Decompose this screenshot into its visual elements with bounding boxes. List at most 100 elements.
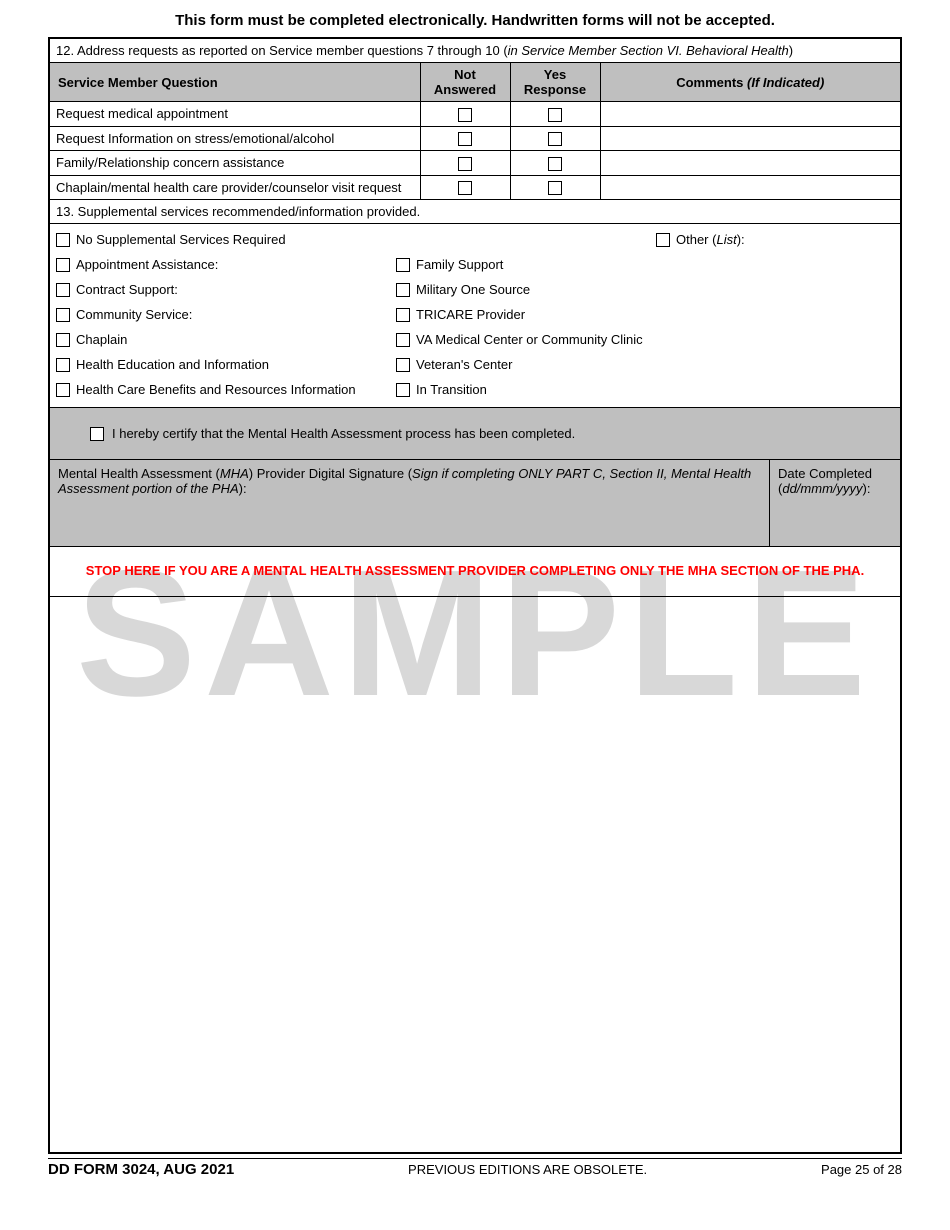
signature-left[interactable]: Mental Health Assessment (MHA) Provider … [50, 460, 770, 546]
stop-notice: STOP HERE IF YOU ARE A MENTAL HEALTH ASS… [50, 547, 900, 597]
supp-tricare: TRICARE Provider [396, 307, 656, 322]
chaplain-label: Chaplain [76, 332, 127, 347]
supp-healthedu: Health Education and Information [56, 357, 396, 372]
checkbox-vetcenter[interactable] [396, 358, 410, 372]
footer-center: PREVIOUS EDITIONS ARE OBSOLETE. [408, 1162, 647, 1177]
appt-label: Appointment Assistance: [76, 257, 218, 272]
supp-none: No Supplemental Services Required [56, 232, 396, 247]
table-row: Request medical appointment [50, 102, 900, 127]
supplemental-grid: No Supplemental Services Required Other … [50, 224, 900, 408]
supp-contract: Contract Support: [56, 282, 396, 297]
checkbox-na[interactable] [458, 181, 472, 195]
page: This form must be completed electronical… [0, 0, 950, 1178]
checkbox-appt[interactable] [56, 258, 70, 272]
supp-vamcc: VA Medical Center or Community Clinic [396, 332, 894, 347]
sig-mid: ) Provider Digital Signature ( [249, 466, 412, 481]
intransition-label: In Transition [416, 382, 487, 397]
certify-row: I hereby certify that the Mental Health … [50, 408, 900, 460]
tricare-label: TRICARE Provider [416, 307, 525, 322]
table-row: Request Information on stress/emotional/… [50, 126, 900, 151]
col-question: Service Member Question [50, 63, 420, 102]
supp-intransition: In Transition [396, 382, 656, 397]
section-13-header: 13. Supplemental services recommended/in… [50, 200, 900, 224]
row-label: Family/Relationship concern assistance [50, 151, 420, 176]
other-post: ): [737, 232, 745, 247]
supp-chaplain: Chaplain [56, 332, 396, 347]
date-label: Date Completed [778, 466, 872, 481]
col-comments: Comments (If Indicated) [600, 63, 900, 102]
supp-other: Other (List): [656, 232, 894, 247]
checkbox-na[interactable] [458, 132, 472, 146]
footer-page: Page 25 of 28 [821, 1162, 902, 1177]
sig-post: ): [239, 481, 247, 496]
comments-cell[interactable] [600, 126, 900, 151]
supp-milone: Military One Source [396, 282, 656, 297]
top-notice: This form must be completed electronical… [0, 0, 950, 37]
checkbox-benefits[interactable] [56, 383, 70, 397]
other-pre: Other ( [676, 232, 716, 247]
family-label: Family Support [416, 257, 503, 272]
certify-text: I hereby certify that the Mental Health … [112, 426, 575, 441]
signature-row: Mental Health Assessment (MHA) Provider … [50, 460, 900, 547]
checkbox-vamcc[interactable] [396, 333, 410, 347]
checkbox-yes[interactable] [548, 132, 562, 146]
col-na-label: Not Answered [434, 67, 496, 97]
sig-pre: Mental Health Assessment ( [58, 466, 220, 481]
checkbox-yes[interactable] [548, 157, 562, 171]
col-not-answered: Not Answered [420, 63, 510, 102]
supp-benefits: Health Care Benefits and Resources Infor… [56, 382, 396, 397]
checkbox-yes[interactable] [548, 108, 562, 122]
section-12-header-ital: in Service Member Section VI. Behavioral… [508, 43, 789, 58]
signature-date[interactable]: Date Completed (dd/mmm/yyyy): [770, 460, 900, 546]
checkbox-none[interactable] [56, 233, 70, 247]
checkbox-certify[interactable] [90, 427, 104, 441]
question-table: Service Member Question Not Answered Yes… [50, 63, 900, 200]
row-label: Request medical appointment [50, 102, 420, 127]
checkbox-intransition[interactable] [396, 383, 410, 397]
footer-form-id: DD FORM 3024, AUG 2021 [48, 1161, 234, 1178]
checkbox-healthedu[interactable] [56, 358, 70, 372]
row-label: Request Information on stress/emotional/… [50, 126, 420, 151]
supp-appt: Appointment Assistance: [56, 257, 396, 272]
section-12-header: 12. Address requests as reported on Serv… [50, 39, 900, 63]
supp-other-label: Other (List): [676, 232, 745, 247]
comments-cell[interactable] [600, 102, 900, 127]
contract-label: Contract Support: [76, 282, 178, 297]
checkbox-chaplain[interactable] [56, 333, 70, 347]
form-box: SAMPLE 12. Address requests as reported … [48, 37, 902, 1154]
section-12-header-post: ) [789, 43, 793, 58]
col-comments-pre: Comments [676, 75, 747, 90]
supp-none-label: No Supplemental Services Required [76, 232, 286, 247]
col-comments-ital: (If Indicated) [747, 75, 824, 90]
supp-family: Family Support [396, 257, 656, 272]
section-12-header-pre: 12. Address requests as reported on Serv… [56, 43, 508, 58]
table-row: Chaplain/mental health care provider/cou… [50, 175, 900, 200]
supp-vetcenter: Veteran's Center [396, 357, 656, 372]
benefits-label: Health Care Benefits and Resources Infor… [76, 382, 356, 397]
checkbox-na[interactable] [458, 157, 472, 171]
supp-community: Community Service: [56, 307, 396, 322]
row-label: Chaplain/mental health care provider/cou… [50, 175, 420, 200]
vamcc-label: VA Medical Center or Community Clinic [416, 332, 643, 347]
table-row: Family/Relationship concern assistance [50, 151, 900, 176]
date-fmt: dd/mmm/yyyy [782, 481, 862, 496]
comments-cell[interactable] [600, 151, 900, 176]
checkbox-other[interactable] [656, 233, 670, 247]
checkbox-contract[interactable] [56, 283, 70, 297]
checkbox-na[interactable] [458, 108, 472, 122]
blank-area [50, 597, 900, 1152]
milone-label: Military One Source [416, 282, 530, 297]
checkbox-community[interactable] [56, 308, 70, 322]
col-yes-label: Yes Response [524, 67, 586, 97]
checkbox-tricare[interactable] [396, 308, 410, 322]
comments-cell[interactable] [600, 175, 900, 200]
checkbox-milone[interactable] [396, 283, 410, 297]
other-ital: List [716, 232, 736, 247]
checkbox-family[interactable] [396, 258, 410, 272]
community-label: Community Service: [76, 307, 192, 322]
col-yes: Yes Response [510, 63, 600, 102]
healthedu-label: Health Education and Information [76, 357, 269, 372]
sig-ab: MHA [220, 466, 249, 481]
footer: DD FORM 3024, AUG 2021 PREVIOUS EDITIONS… [48, 1158, 902, 1178]
checkbox-yes[interactable] [548, 181, 562, 195]
